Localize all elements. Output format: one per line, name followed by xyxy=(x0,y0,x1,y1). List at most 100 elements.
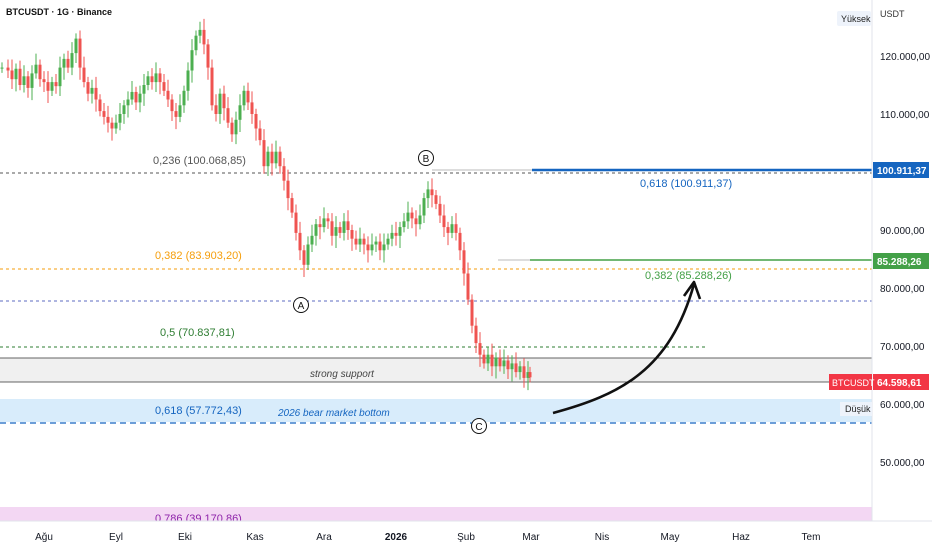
price-tag-bg xyxy=(873,374,929,390)
candle-body xyxy=(518,366,522,373)
price-tag-label: 100.911,37 xyxy=(877,166,927,177)
fib-label: 0,618 (57.772,43) xyxy=(155,405,242,417)
x-tick-label: Mar xyxy=(522,532,540,543)
candle-body xyxy=(174,111,178,117)
y-tick-label: 120.000,00 xyxy=(880,52,930,63)
candle-body xyxy=(470,299,474,326)
candle-body xyxy=(322,218,326,228)
candle-body xyxy=(458,232,462,251)
candle-body xyxy=(382,244,386,251)
candle-body xyxy=(294,212,298,233)
candle-body xyxy=(418,215,422,225)
candle-body xyxy=(394,232,398,236)
x-tick-label: Eyl xyxy=(109,532,123,543)
candle-body xyxy=(14,68,18,80)
y-tick-label: 90.000,00 xyxy=(880,226,925,237)
candle-body xyxy=(390,232,394,239)
candle-body xyxy=(82,67,86,83)
candle-body xyxy=(514,363,518,373)
candle-body xyxy=(6,67,10,71)
candle-body xyxy=(30,73,34,88)
candle-body xyxy=(386,238,390,245)
svg-text:B: B xyxy=(423,154,430,165)
candle-body xyxy=(26,76,30,88)
wave-label-b: B xyxy=(418,150,434,166)
candle-body xyxy=(398,227,402,236)
candle-body xyxy=(146,76,150,85)
candle-body xyxy=(166,90,170,100)
x-tick-label: Şub xyxy=(457,532,475,543)
y-tick-label: 110.000,00 xyxy=(880,110,930,121)
candle-body xyxy=(62,58,66,68)
x-tick-label: Kas xyxy=(246,532,263,543)
candle-body xyxy=(422,198,426,216)
strong-support-zone xyxy=(0,358,872,382)
x-tick-label: Haz xyxy=(732,532,750,543)
price-scale[interactable] xyxy=(872,0,932,550)
candle-body xyxy=(118,114,122,123)
symbol-tag-label: BTCUSDT xyxy=(832,378,875,388)
y-axis: 120.000,00 110.000,00 90.000,00 80.000,00 70… xyxy=(880,52,930,469)
candle-body xyxy=(42,79,46,83)
candle-body xyxy=(410,212,414,219)
low-badge: Düşük xyxy=(845,404,871,414)
candle-body xyxy=(74,38,78,54)
candle-body xyxy=(142,85,146,94)
candle-body xyxy=(254,114,258,129)
candle-body xyxy=(58,67,62,87)
candle-body xyxy=(334,227,338,236)
candle-body xyxy=(34,64,38,74)
candle-body xyxy=(94,87,98,100)
candle-body xyxy=(202,29,206,45)
candle-body xyxy=(98,99,102,112)
symbol-tag-bg xyxy=(829,374,872,390)
candle-body xyxy=(198,29,202,36)
candle-body xyxy=(266,151,270,167)
candle-body xyxy=(0,67,4,69)
candle-body xyxy=(298,232,302,251)
candle-body xyxy=(238,105,242,120)
y-tick-label: 70.000,00 xyxy=(880,342,925,353)
candle-body xyxy=(186,70,190,91)
candle-body xyxy=(22,76,26,85)
candle-body xyxy=(102,111,106,117)
candle-body xyxy=(122,105,126,114)
candle-body xyxy=(406,212,410,222)
fib-levels: 0,236 (100.068,85) 0,382 (83.903,20) 0,5 (… xyxy=(0,155,872,525)
bear-bottom-zone xyxy=(0,399,872,422)
candle-body xyxy=(66,58,70,68)
candle-body xyxy=(126,99,130,106)
candle-body xyxy=(338,227,342,233)
fib-label: 0,5 (70.837,81) xyxy=(160,327,235,339)
candle-body xyxy=(158,73,162,83)
candle-body xyxy=(258,128,262,141)
wave-label-a: A xyxy=(293,297,309,313)
candle-body xyxy=(210,67,214,106)
candle-body xyxy=(302,250,306,265)
candle-body xyxy=(134,91,138,103)
candle-body xyxy=(182,90,186,106)
candle-body xyxy=(446,227,450,233)
candle-body xyxy=(506,360,510,370)
fib-label: 0,382 (83.903,20) xyxy=(155,250,242,262)
price-tag-label: 85.288,26 xyxy=(877,257,922,268)
candle-body xyxy=(90,87,94,94)
fib-label: 0,236 (100.068,85) xyxy=(153,155,246,167)
candle-body xyxy=(206,44,210,68)
candle-body xyxy=(306,244,310,265)
arrow-head xyxy=(682,280,702,300)
candle-body xyxy=(138,93,142,103)
candle-body xyxy=(358,238,362,245)
time-axis[interactable] xyxy=(0,521,932,550)
candle-body xyxy=(414,218,418,225)
candle-body xyxy=(78,38,82,68)
candle-body xyxy=(354,238,358,245)
y-tick-label: 60.000,00 xyxy=(880,400,925,411)
candle-body xyxy=(526,372,530,378)
pink-band xyxy=(0,507,872,521)
candle-body xyxy=(250,102,254,114)
candle-body xyxy=(110,122,114,129)
candle-body xyxy=(370,244,374,251)
candle-body xyxy=(494,357,498,367)
